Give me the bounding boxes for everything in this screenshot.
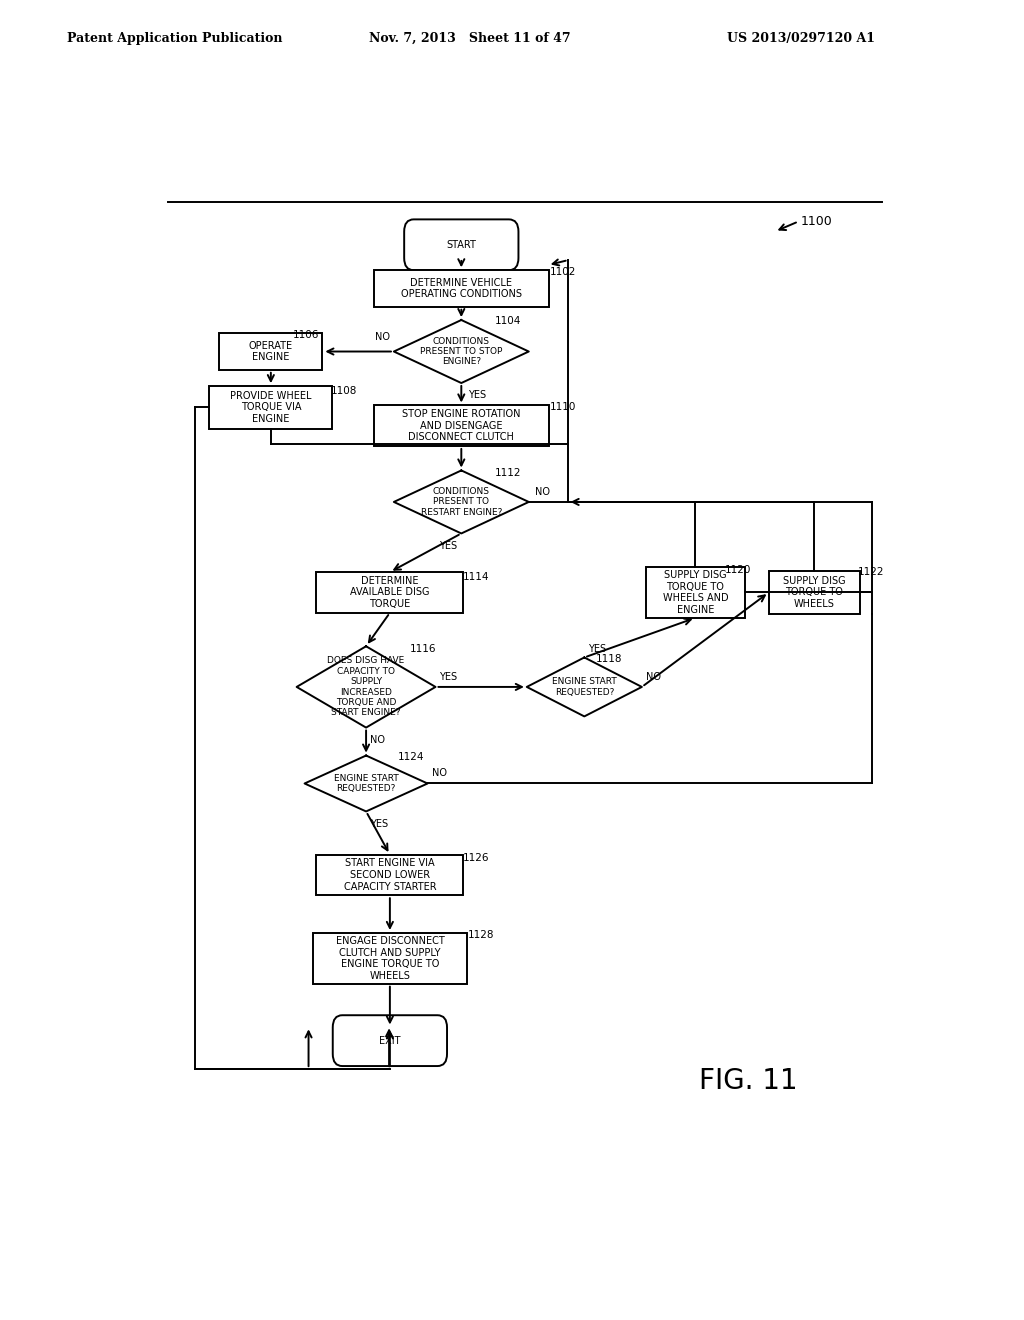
Text: NO: NO xyxy=(431,768,446,779)
Polygon shape xyxy=(297,647,435,727)
Text: YES: YES xyxy=(439,672,458,681)
Text: Nov. 7, 2013   Sheet 11 of 47: Nov. 7, 2013 Sheet 11 of 47 xyxy=(369,32,570,45)
Text: US 2013/0297120 A1: US 2013/0297120 A1 xyxy=(727,32,876,45)
Text: 1120: 1120 xyxy=(725,565,752,576)
Bar xyxy=(219,333,323,370)
Text: STOP ENGINE ROTATION
AND DISENGAGE
DISCONNECT CLUTCH: STOP ENGINE ROTATION AND DISENGAGE DISCO… xyxy=(402,409,520,442)
Text: START ENGINE VIA
SECOND LOWER
CAPACITY STARTER: START ENGINE VIA SECOND LOWER CAPACITY S… xyxy=(344,858,436,891)
Text: DETERMINE VEHICLE
OPERATING CONDITIONS: DETERMINE VEHICLE OPERATING CONDITIONS xyxy=(400,277,522,300)
Polygon shape xyxy=(526,657,642,717)
FancyBboxPatch shape xyxy=(404,219,518,271)
Bar xyxy=(374,405,549,446)
Text: 1108: 1108 xyxy=(331,387,356,396)
Text: 1110: 1110 xyxy=(550,403,577,412)
Text: 1126: 1126 xyxy=(463,853,489,863)
Polygon shape xyxy=(394,470,528,533)
Text: 1124: 1124 xyxy=(397,752,424,762)
Text: CONDITIONS
PRESENT TO STOP
ENGINE?: CONDITIONS PRESENT TO STOP ENGINE? xyxy=(420,337,503,367)
Text: 1106: 1106 xyxy=(293,330,319,341)
Text: DETERMINE
AVAILABLE DISG
TORQUE: DETERMINE AVAILABLE DISG TORQUE xyxy=(350,576,430,609)
Text: 1128: 1128 xyxy=(468,929,495,940)
Text: DOES DISG HAVE
CAPACITY TO
SUPPLY
INCREASED
TORQUE AND
START ENGINE?: DOES DISG HAVE CAPACITY TO SUPPLY INCREA… xyxy=(328,656,404,718)
Text: ENGINE START
REQUESTED?: ENGINE START REQUESTED? xyxy=(334,774,398,793)
Text: 1102: 1102 xyxy=(550,267,577,277)
Text: YES: YES xyxy=(588,644,606,655)
Text: 1118: 1118 xyxy=(596,655,623,664)
Text: EXIT: EXIT xyxy=(379,1036,400,1045)
Text: 1122: 1122 xyxy=(858,568,885,577)
Bar xyxy=(646,568,745,618)
Text: NO: NO xyxy=(646,672,660,681)
Text: SUPPLY DISG
TORQUE TO
WHEELS AND
ENGINE: SUPPLY DISG TORQUE TO WHEELS AND ENGINE xyxy=(663,570,728,615)
Text: START: START xyxy=(446,240,476,249)
Text: ENGAGE DISCONNECT
CLUTCH AND SUPPLY
ENGINE TORQUE TO
WHEELS: ENGAGE DISCONNECT CLUTCH AND SUPPLY ENGI… xyxy=(336,936,444,981)
Bar xyxy=(374,271,549,306)
Text: CONDITIONS
PRESENT TO
RESTART ENGINE?: CONDITIONS PRESENT TO RESTART ENGINE? xyxy=(421,487,502,517)
Text: NO: NO xyxy=(536,487,550,496)
Text: ENGINE START
REQUESTED?: ENGINE START REQUESTED? xyxy=(552,677,616,697)
Bar xyxy=(316,854,463,895)
Text: YES: YES xyxy=(468,391,485,400)
Text: Patent Application Publication: Patent Application Publication xyxy=(67,32,282,45)
Text: YES: YES xyxy=(439,541,458,550)
Bar xyxy=(312,933,467,983)
Text: PROVIDE WHEEL
TORQUE VIA
ENGINE: PROVIDE WHEEL TORQUE VIA ENGINE xyxy=(230,391,311,424)
Bar xyxy=(209,385,333,429)
Bar xyxy=(769,572,860,614)
Text: 1100: 1100 xyxy=(801,215,833,228)
Text: YES: YES xyxy=(370,818,388,829)
Text: SUPPLY DISG
TORQUE TO
WHEELS: SUPPLY DISG TORQUE TO WHEELS xyxy=(783,576,846,609)
Polygon shape xyxy=(394,319,528,383)
Text: 1112: 1112 xyxy=(495,469,521,478)
Text: OPERATE
ENGINE: OPERATE ENGINE xyxy=(249,341,293,362)
Text: 1114: 1114 xyxy=(463,572,489,582)
Bar xyxy=(316,572,463,612)
Text: NO: NO xyxy=(375,333,390,342)
Text: NO: NO xyxy=(370,735,385,744)
Text: 1116: 1116 xyxy=(410,644,436,655)
FancyBboxPatch shape xyxy=(333,1015,447,1067)
Text: FIG. 11: FIG. 11 xyxy=(699,1068,798,1096)
Text: 1104: 1104 xyxy=(495,315,521,326)
Polygon shape xyxy=(304,755,428,812)
